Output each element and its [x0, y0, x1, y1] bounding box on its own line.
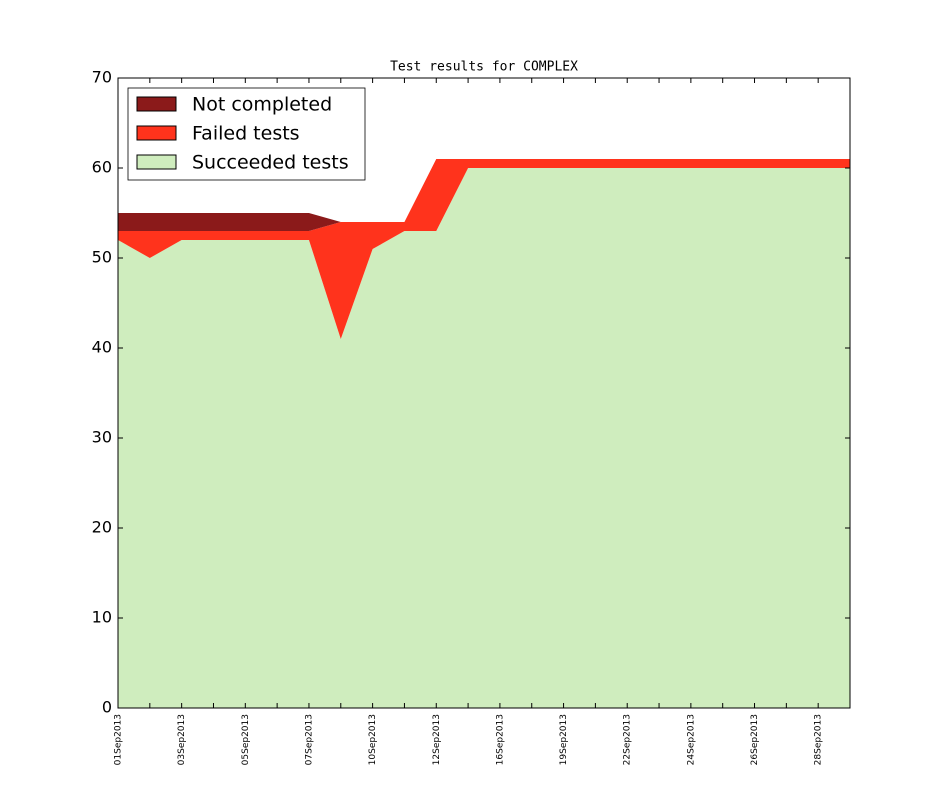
x-tick-label: 26Sep2013: [750, 714, 760, 765]
legend-label: Not completed: [192, 94, 332, 116]
x-tick-label: 05Sep2013: [241, 714, 251, 765]
y-tick-label: 10: [92, 608, 112, 627]
legend-label: Failed tests: [192, 123, 300, 145]
x-tick-label: 12Sep2013: [432, 714, 442, 765]
chart-title: Test results for COMPLEX: [390, 60, 578, 75]
y-tick-label: 0: [102, 698, 112, 717]
y-tick-label: 40: [92, 338, 112, 357]
legend-label: Succeeded tests: [192, 152, 349, 174]
x-tick-label: 10Sep2013: [368, 714, 378, 765]
legend-swatch: [136, 125, 177, 141]
x-tick-label: 28Sep2013: [814, 714, 824, 765]
y-tick-label: 70: [92, 68, 112, 87]
y-tick-label: 30: [92, 428, 112, 447]
x-tick-label: 03Sep2013: [177, 714, 187, 765]
y-tick-label: 20: [92, 518, 112, 537]
y-tick-label: 50: [92, 248, 112, 267]
x-tick-label: 22Sep2013: [623, 714, 633, 765]
area: [118, 168, 850, 708]
plot-frame: [117, 77, 851, 709]
legend-swatch: [136, 154, 177, 170]
legend-swatch: [136, 96, 177, 112]
x-tick-label: 24Sep2013: [686, 714, 696, 765]
x-tick-label: 16Sep2013: [495, 714, 505, 765]
y-tick-label: 60: [92, 158, 112, 177]
area: [118, 159, 850, 231]
legend: Not completed Failed tests Succeeded tests: [127, 87, 366, 181]
x-tick-label: 07Sep2013: [304, 714, 314, 765]
x-tick-label: 19Sep2013: [559, 714, 569, 765]
x-tick-label: 01Sep2013: [114, 714, 124, 765]
